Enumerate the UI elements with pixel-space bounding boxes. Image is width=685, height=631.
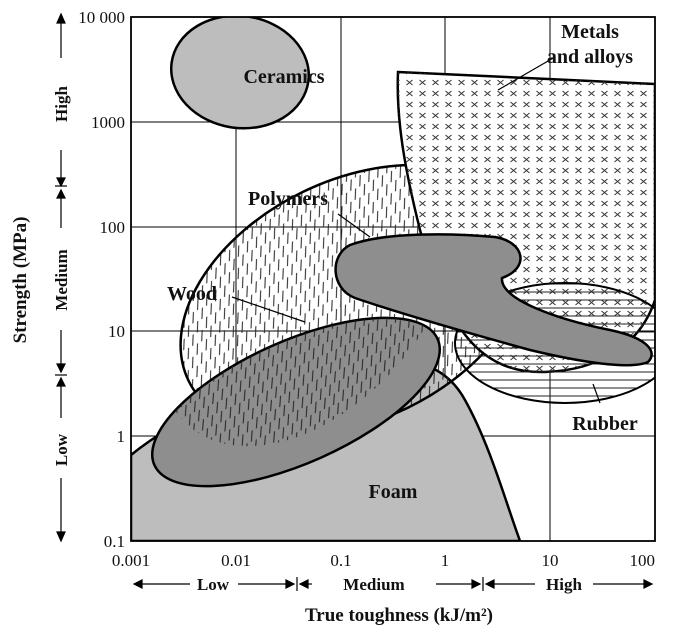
y-tick-label: 0.1 [104,532,125,551]
y-band-high: High [52,86,71,122]
y-tick-label: 1000 [91,113,125,132]
x-tick-label: 0.1 [330,551,351,570]
x-tick-label: 100 [630,551,656,570]
rubber-label: Rubber [572,413,638,435]
polymers-leader [337,213,371,238]
x-tick-label: 0.01 [221,551,251,570]
x-tick-label: 1 [441,551,450,570]
y-band-medium: Medium [52,249,71,310]
metals-label-line2: and alloys [547,46,633,68]
y-axis-ticks: 0.1 1 10 100 1000 10 000 [78,8,125,551]
y-tick-label: 10 [108,322,125,341]
y-band-low: Low [52,433,71,466]
x-band-high: High [546,575,582,594]
y-tick-label: 100 [100,218,126,237]
wood-label: Wood [167,283,217,305]
x-tick-label: 0.001 [112,551,150,570]
x-band-medium: Medium [343,575,404,594]
metals-label-line1: Metals [561,21,619,43]
x-axis-ticks: 0.001 0.01 0.1 1 10 100 [112,551,655,570]
y-axis-bands [55,12,67,543]
x-axis-title: True toughness (kJ/m²) [305,605,493,626]
x-tick-label: 10 [542,551,559,570]
x-band-low: Low [197,575,230,594]
metals-leader [497,56,556,91]
wood-leader [231,296,306,323]
x-axis-bands [132,577,654,591]
y-tick-label: 1 [117,427,126,446]
ceramics-label: Ceramics [243,66,324,88]
polymers-region [334,233,653,367]
foam-label: Foam [369,481,418,503]
y-tick-label: 10 000 [78,8,125,27]
polymers-label: Polymers [248,188,328,210]
plot-frame [130,16,656,542]
y-axis-title: Strength (MPa) [10,217,31,344]
rubber-leader [592,383,601,404]
ceramics-region [169,17,311,130]
